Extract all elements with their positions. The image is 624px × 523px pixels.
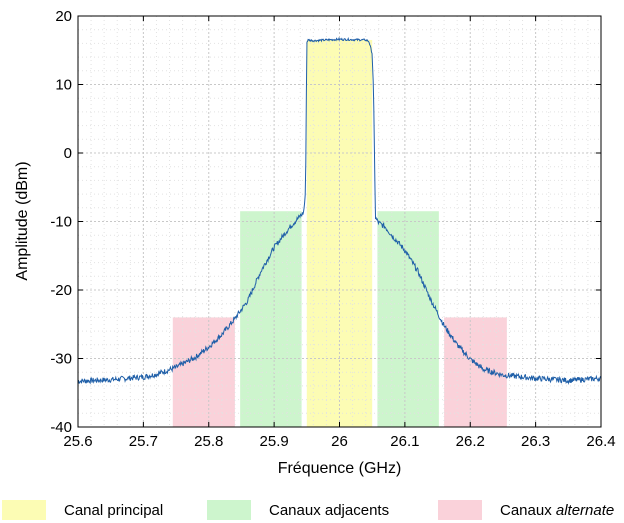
- legend-item-alternate: Canaux alternate: [438, 500, 614, 520]
- legend-swatch: [438, 500, 482, 520]
- x-tick-label: 26.1: [390, 433, 419, 450]
- legend-swatch: [207, 500, 251, 520]
- y-tick-label: -30: [50, 351, 72, 368]
- legend-label: Canal principal: [64, 502, 163, 519]
- legend: Canal principal Canaux adjacents Canaux al…: [2, 500, 614, 520]
- y-tick-label: -10: [50, 214, 72, 231]
- y-tick-label: -40: [50, 419, 72, 436]
- y-tick-label: 20: [55, 8, 72, 25]
- x-tick-label: 25.6: [63, 433, 92, 450]
- legend-label: Canaux adjacents: [269, 502, 389, 519]
- band-adjacent-3: [377, 211, 439, 427]
- y-tick-label: 10: [55, 77, 72, 94]
- series-line: [78, 36, 601, 386]
- spectrum-trace: [78, 36, 601, 386]
- x-tick-label: 26.4: [586, 433, 615, 450]
- legend-item-principal: Canal principal: [2, 500, 163, 520]
- y-axis-title: Amplitude (dBm): [14, 161, 31, 280]
- grid: [77, 15, 602, 428]
- legend-label: Canaux alternate: [500, 502, 614, 519]
- legend-item-adjacent: Canaux adjacents: [207, 500, 389, 520]
- axis-ticks: 25.6 25.7 25.8 25.9 26 26.1 26.2 26.3 26.4 -40 -30…: [50, 8, 615, 450]
- band-alternate-4: [444, 317, 507, 427]
- x-tick-label: 25.7: [129, 433, 158, 450]
- x-tick-label: 25.9: [260, 433, 289, 450]
- y-tick-label: -20: [50, 282, 72, 299]
- x-tick-label: 25.8: [194, 433, 223, 450]
- band-adjacent-1: [240, 211, 302, 427]
- x-tick-label: 26.2: [456, 433, 485, 450]
- x-tick-label: 26: [331, 433, 348, 450]
- y-tick-label: 0: [64, 145, 72, 162]
- x-axis-title: Fréquence (GHz): [278, 460, 402, 477]
- x-tick-label: 26.3: [521, 433, 550, 450]
- band-alternate-0: [172, 317, 235, 427]
- legend-swatch: [2, 500, 46, 520]
